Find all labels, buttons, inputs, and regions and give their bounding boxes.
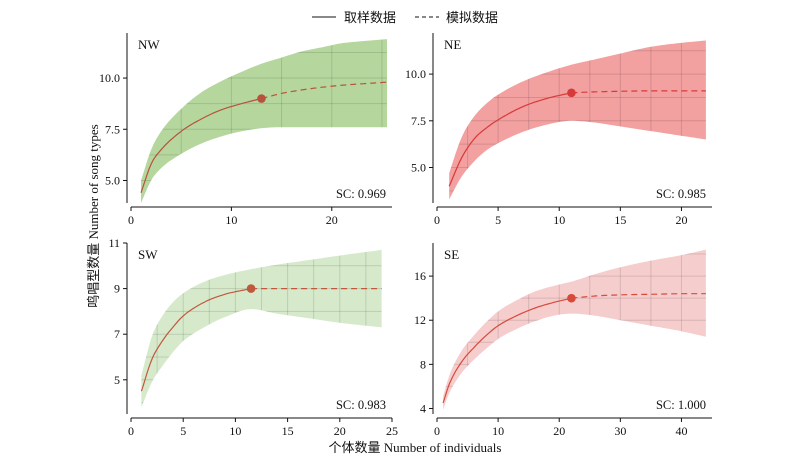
x-axis-label: 个体数量 Number of individuals bbox=[329, 440, 502, 455]
panel-title: NE bbox=[444, 37, 461, 52]
sampled-curve bbox=[442, 297, 572, 404]
reference-point bbox=[567, 293, 576, 303]
y-tick-label: 10.0 bbox=[405, 67, 426, 81]
reference-point bbox=[246, 284, 256, 293]
sample-coverage-label: SC: 0.983 bbox=[336, 398, 386, 412]
y-axis-label: 鸣唱型数量 Number of song types bbox=[86, 124, 101, 307]
x-tick-label: 0 bbox=[128, 213, 134, 227]
x-tick-label: 0 bbox=[434, 213, 440, 227]
legend: 取样数据 模拟数据 bbox=[312, 10, 498, 25]
confidence-band bbox=[449, 40, 706, 200]
x-tick-label: 15 bbox=[282, 424, 294, 438]
x-tick-label: 30 bbox=[614, 424, 626, 438]
panel-title: NW bbox=[138, 37, 160, 52]
y-tick-label: 5.0 bbox=[105, 173, 120, 187]
sample-coverage-label: SC: 0.985 bbox=[656, 187, 706, 201]
y-tick-label: 16 bbox=[414, 269, 426, 283]
x-tick-label: 0 bbox=[434, 424, 440, 438]
x-tick-label: 10 bbox=[225, 213, 237, 227]
y-tick-label: 8 bbox=[420, 357, 426, 371]
x-tick-label: 20 bbox=[326, 213, 338, 227]
y-tick-label: 5 bbox=[114, 373, 120, 387]
reference-point bbox=[567, 88, 576, 98]
sampled-curve bbox=[448, 92, 572, 187]
extrapolated-curve bbox=[571, 293, 706, 299]
extrapolated-curve bbox=[571, 90, 706, 94]
x-tick-label: 15 bbox=[614, 213, 626, 227]
x-tick-label: 10 bbox=[229, 424, 241, 438]
x-tick-label: 40 bbox=[675, 424, 687, 438]
y-tick-label: 7.5 bbox=[105, 122, 120, 136]
confidence-band bbox=[443, 249, 706, 410]
panel-se: 0 10 20 30 40 4 8 12 16 SE SC: 1.000 bbox=[414, 243, 712, 438]
y-tick-label: 5.0 bbox=[411, 161, 426, 175]
x-tick-label: 0 bbox=[128, 424, 134, 438]
legend-sampled-label: 取样数据 bbox=[344, 10, 396, 25]
x-tick-label: 10 bbox=[553, 213, 565, 227]
sample-coverage-label: SC: 0.969 bbox=[336, 187, 386, 201]
extrapolated-curve bbox=[261, 81, 388, 100]
legend-extrapolated-label: 模拟数据 bbox=[446, 10, 498, 25]
sampled-curve bbox=[140, 288, 252, 392]
x-tick-label: 20 bbox=[675, 213, 687, 227]
x-tick-label: 20 bbox=[334, 424, 346, 438]
x-tick-label: 5 bbox=[180, 424, 186, 438]
y-tick-label: 12 bbox=[414, 313, 426, 327]
x-tick-label: 20 bbox=[553, 424, 565, 438]
reference-point bbox=[257, 94, 266, 103]
y-tick-label: 4 bbox=[420, 401, 426, 415]
panel-title: SE bbox=[444, 247, 459, 262]
sample-coverage-label: SC: 1.000 bbox=[656, 398, 706, 412]
panel-title: SW bbox=[138, 247, 158, 262]
x-tick-label: 10 bbox=[492, 424, 504, 438]
y-tick-label: 10.0 bbox=[99, 71, 120, 85]
x-tick-label: 5 bbox=[495, 213, 501, 227]
y-tick-label: 7.5 bbox=[411, 114, 426, 128]
panel-nw: 0 10 20 5.0 7.5 10.0 NW SC: 0.969 bbox=[99, 33, 392, 227]
sampled-curve bbox=[140, 97, 262, 193]
panel-ne: 0 5 10 15 20 5.0 7.5 10.0 NE SC: 0.985 bbox=[405, 33, 712, 227]
x-tick-label: 25 bbox=[386, 424, 398, 438]
y-tick-label: 11 bbox=[108, 236, 120, 250]
y-tick-label: 7 bbox=[114, 327, 120, 341]
y-tick-label: 9 bbox=[114, 282, 120, 296]
confidence-band bbox=[141, 39, 387, 203]
panel-sw: 0 5 10 15 20 25 5 7 9 11 SW SC: 0.983 bbox=[108, 236, 398, 438]
